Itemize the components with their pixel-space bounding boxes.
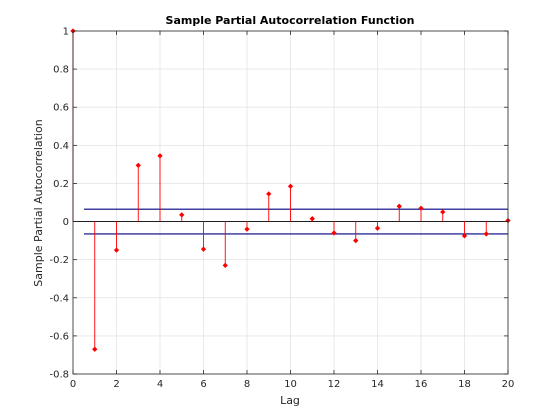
chart-title: Sample Partial Autocorrelation Function bbox=[166, 14, 415, 27]
stem-marker bbox=[222, 262, 229, 269]
y-tick-label: -0.8 bbox=[49, 370, 69, 381]
x-tick-label: 0 bbox=[70, 379, 76, 390]
stem-marker bbox=[113, 247, 120, 253]
x-tick-label: 12 bbox=[328, 379, 341, 390]
y-axis-label: Sample Partial Autocorrelation bbox=[32, 119, 45, 286]
y-tick-label: 0.6 bbox=[53, 103, 69, 114]
stem-marker bbox=[418, 205, 424, 211]
x-axis-label: Lag bbox=[280, 394, 300, 407]
y-ticks: -0.8 -0.6 -0.4 -0.2 0 0.2 0.4 0.6 0.8 1 bbox=[49, 27, 508, 381]
stem-marker bbox=[135, 162, 142, 169]
stem-marker bbox=[331, 230, 337, 236]
stem-marker bbox=[91, 346, 98, 352]
stem-marker bbox=[352, 237, 359, 244]
x-ticks: 0 2 4 6 8 10 12 14 16 18 20 bbox=[70, 31, 515, 390]
y-tick-label: -0.6 bbox=[49, 331, 69, 342]
stem-marker bbox=[157, 153, 163, 159]
stem-marker bbox=[178, 212, 185, 218]
y-tick-label: 0 bbox=[63, 217, 69, 228]
x-tick-label: 14 bbox=[371, 379, 384, 390]
x-tick-label: 16 bbox=[415, 379, 428, 390]
x-tick-label: 8 bbox=[244, 379, 250, 390]
x-tick-label: 2 bbox=[113, 379, 119, 390]
x-tick-label: 18 bbox=[458, 379, 471, 390]
y-tick-label: -0.2 bbox=[49, 255, 69, 266]
x-tick-label: 20 bbox=[502, 379, 515, 390]
stem-marker bbox=[265, 191, 272, 197]
stem-marker bbox=[483, 231, 490, 237]
stem-marker bbox=[244, 226, 250, 232]
confidence-bounds bbox=[84, 208, 508, 235]
x-tick-label: 6 bbox=[200, 379, 206, 390]
y-tick-label: -0.4 bbox=[49, 293, 69, 304]
stem-marker bbox=[200, 246, 207, 252]
stem-marker bbox=[396, 203, 403, 210]
stem-marker bbox=[439, 209, 446, 215]
stem-marker bbox=[287, 183, 294, 190]
x-tick-label: 10 bbox=[284, 379, 297, 390]
y-tick-label: 1 bbox=[63, 27, 69, 38]
y-tick-label: 0.8 bbox=[53, 65, 69, 76]
x-tick-label: 4 bbox=[157, 379, 163, 390]
y-tick-label: 0.4 bbox=[53, 141, 69, 152]
stem-marker bbox=[309, 215, 316, 222]
stem-marker bbox=[374, 225, 381, 231]
stem-marker bbox=[461, 233, 468, 239]
y-tick-label: 0.2 bbox=[53, 179, 69, 190]
